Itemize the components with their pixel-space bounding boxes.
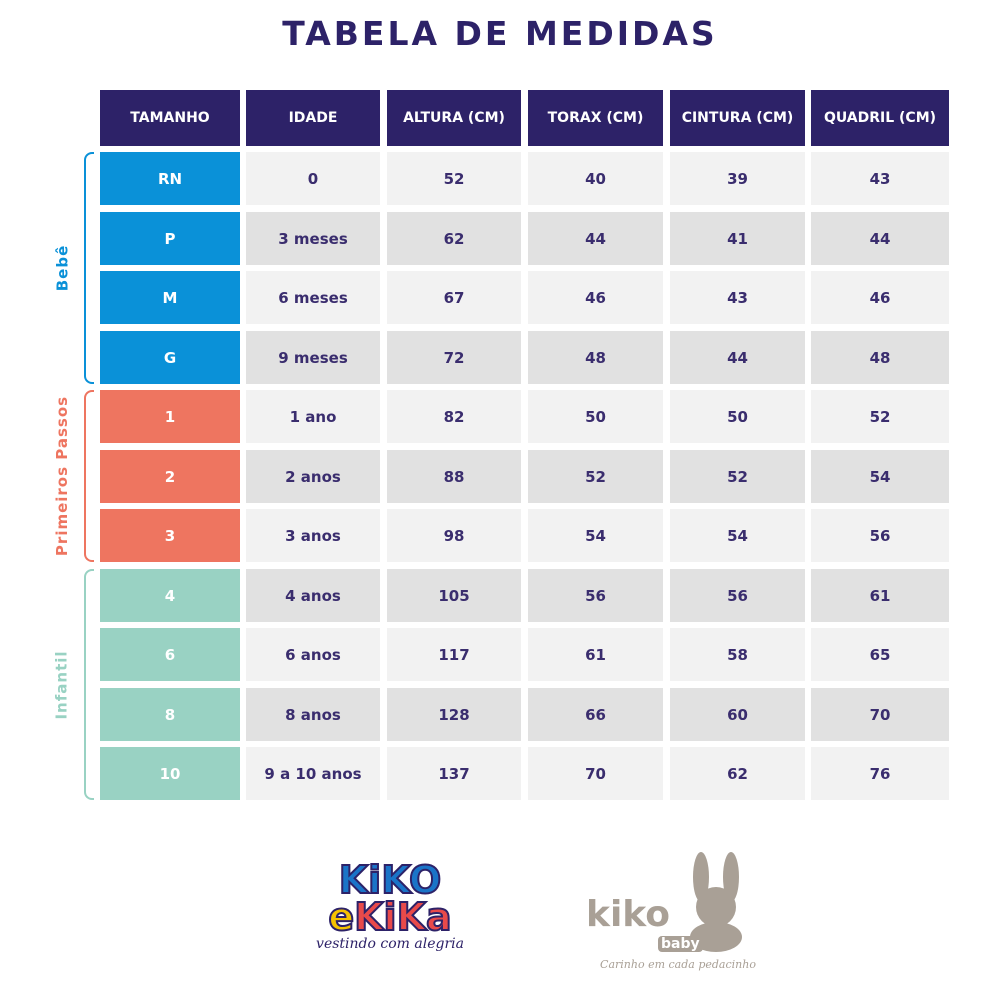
table-cell: 58 (670, 628, 805, 681)
table-cell: 44 (528, 212, 663, 265)
table-cell: 56 (670, 569, 805, 622)
table-cell: 88 (387, 450, 521, 503)
table-cell: 3 anos (246, 509, 380, 562)
table-cell: 46 (528, 271, 663, 324)
group-label: Infantil (53, 649, 72, 720)
group-brace (84, 390, 94, 562)
table-cell: 61 (811, 569, 949, 622)
group-brace (84, 152, 94, 384)
table-cell: 105 (387, 569, 521, 622)
table-cell: 60 (670, 688, 805, 741)
size-cell: RN (100, 152, 240, 205)
table-cell: 6 meses (246, 271, 380, 324)
table-cell: 62 (670, 747, 805, 800)
group: Bebê (50, 152, 74, 384)
size-cell: 2 (100, 450, 240, 503)
table-cell: 62 (387, 212, 521, 265)
group-label: Primeiros Passos (53, 395, 72, 557)
table-cell: 50 (528, 390, 663, 443)
table-cell: 66 (528, 688, 663, 741)
table-cell: 56 (528, 569, 663, 622)
size-cell: 6 (100, 628, 240, 681)
table-cell: 70 (811, 688, 949, 741)
table-cell: 61 (528, 628, 663, 681)
table-cell: 43 (670, 271, 805, 324)
table-cell: 44 (811, 212, 949, 265)
column-header: TAMANHO (100, 90, 240, 146)
size-cell: 3 (100, 509, 240, 562)
table-cell: 54 (811, 450, 949, 503)
table-cell: 4 anos (246, 569, 380, 622)
table-cell: 48 (528, 331, 663, 384)
size-cell: P (100, 212, 240, 265)
table-cell: 48 (811, 331, 949, 384)
table-cell: 8 anos (246, 688, 380, 741)
column-header: QUADRIL (CM) (811, 90, 949, 146)
page-title: TABELA DE MEDIDAS (282, 14, 718, 53)
table-cell: 72 (387, 331, 521, 384)
table-cell: 52 (528, 450, 663, 503)
table-cell: 54 (528, 509, 663, 562)
column-header: ALTURA (CM) (387, 90, 521, 146)
table-cell: 67 (387, 271, 521, 324)
table-cell: 52 (670, 450, 805, 503)
table-cell: 3 meses (246, 212, 380, 265)
size-cell: G (100, 331, 240, 384)
table-cell: 137 (387, 747, 521, 800)
table-cell: 46 (811, 271, 949, 324)
table-cell: 65 (811, 628, 949, 681)
group-brace (84, 569, 94, 800)
size-cell: 8 (100, 688, 240, 741)
table-cell: 128 (387, 688, 521, 741)
table-cell: 98 (387, 509, 521, 562)
table-cell: 76 (811, 747, 949, 800)
table-cell: 50 (670, 390, 805, 443)
table-cell: 52 (387, 152, 521, 205)
table-cell: 40 (528, 152, 663, 205)
bunny-icon (690, 852, 742, 952)
size-cell: 1 (100, 390, 240, 443)
table-cell: 43 (811, 152, 949, 205)
column-header: TORAX (CM) (528, 90, 663, 146)
table-cell: 9 meses (246, 331, 380, 384)
table-cell: 44 (670, 331, 805, 384)
table-cell: 117 (387, 628, 521, 681)
table-cell: 82 (387, 390, 521, 443)
kiko-e-kika-logo: KiKO eKiKa vestindo com alegria (316, 858, 464, 952)
size-cell: M (100, 271, 240, 324)
size-cell: 10 (100, 747, 240, 800)
group-label: Bebê (53, 244, 71, 292)
table-cell: 9 a 10 anos (246, 747, 380, 800)
table-cell: 1 ano (246, 390, 380, 443)
table-cell: 56 (811, 509, 949, 562)
table-cell: 2 anos (246, 450, 380, 503)
column-header: IDADE (246, 90, 380, 146)
column-header: CINTURA (CM) (670, 90, 805, 146)
table-cell: 0 (246, 152, 380, 205)
table-cell: 41 (670, 212, 805, 265)
table-cell: 70 (528, 747, 663, 800)
table-cell: 39 (670, 152, 805, 205)
group: Infantil (50, 569, 74, 800)
size-cell: 4 (100, 569, 240, 622)
table-cell: 54 (670, 509, 805, 562)
group: Primeiros Passos (50, 390, 74, 562)
table-cell: 6 anos (246, 628, 380, 681)
table-cell: 52 (811, 390, 949, 443)
